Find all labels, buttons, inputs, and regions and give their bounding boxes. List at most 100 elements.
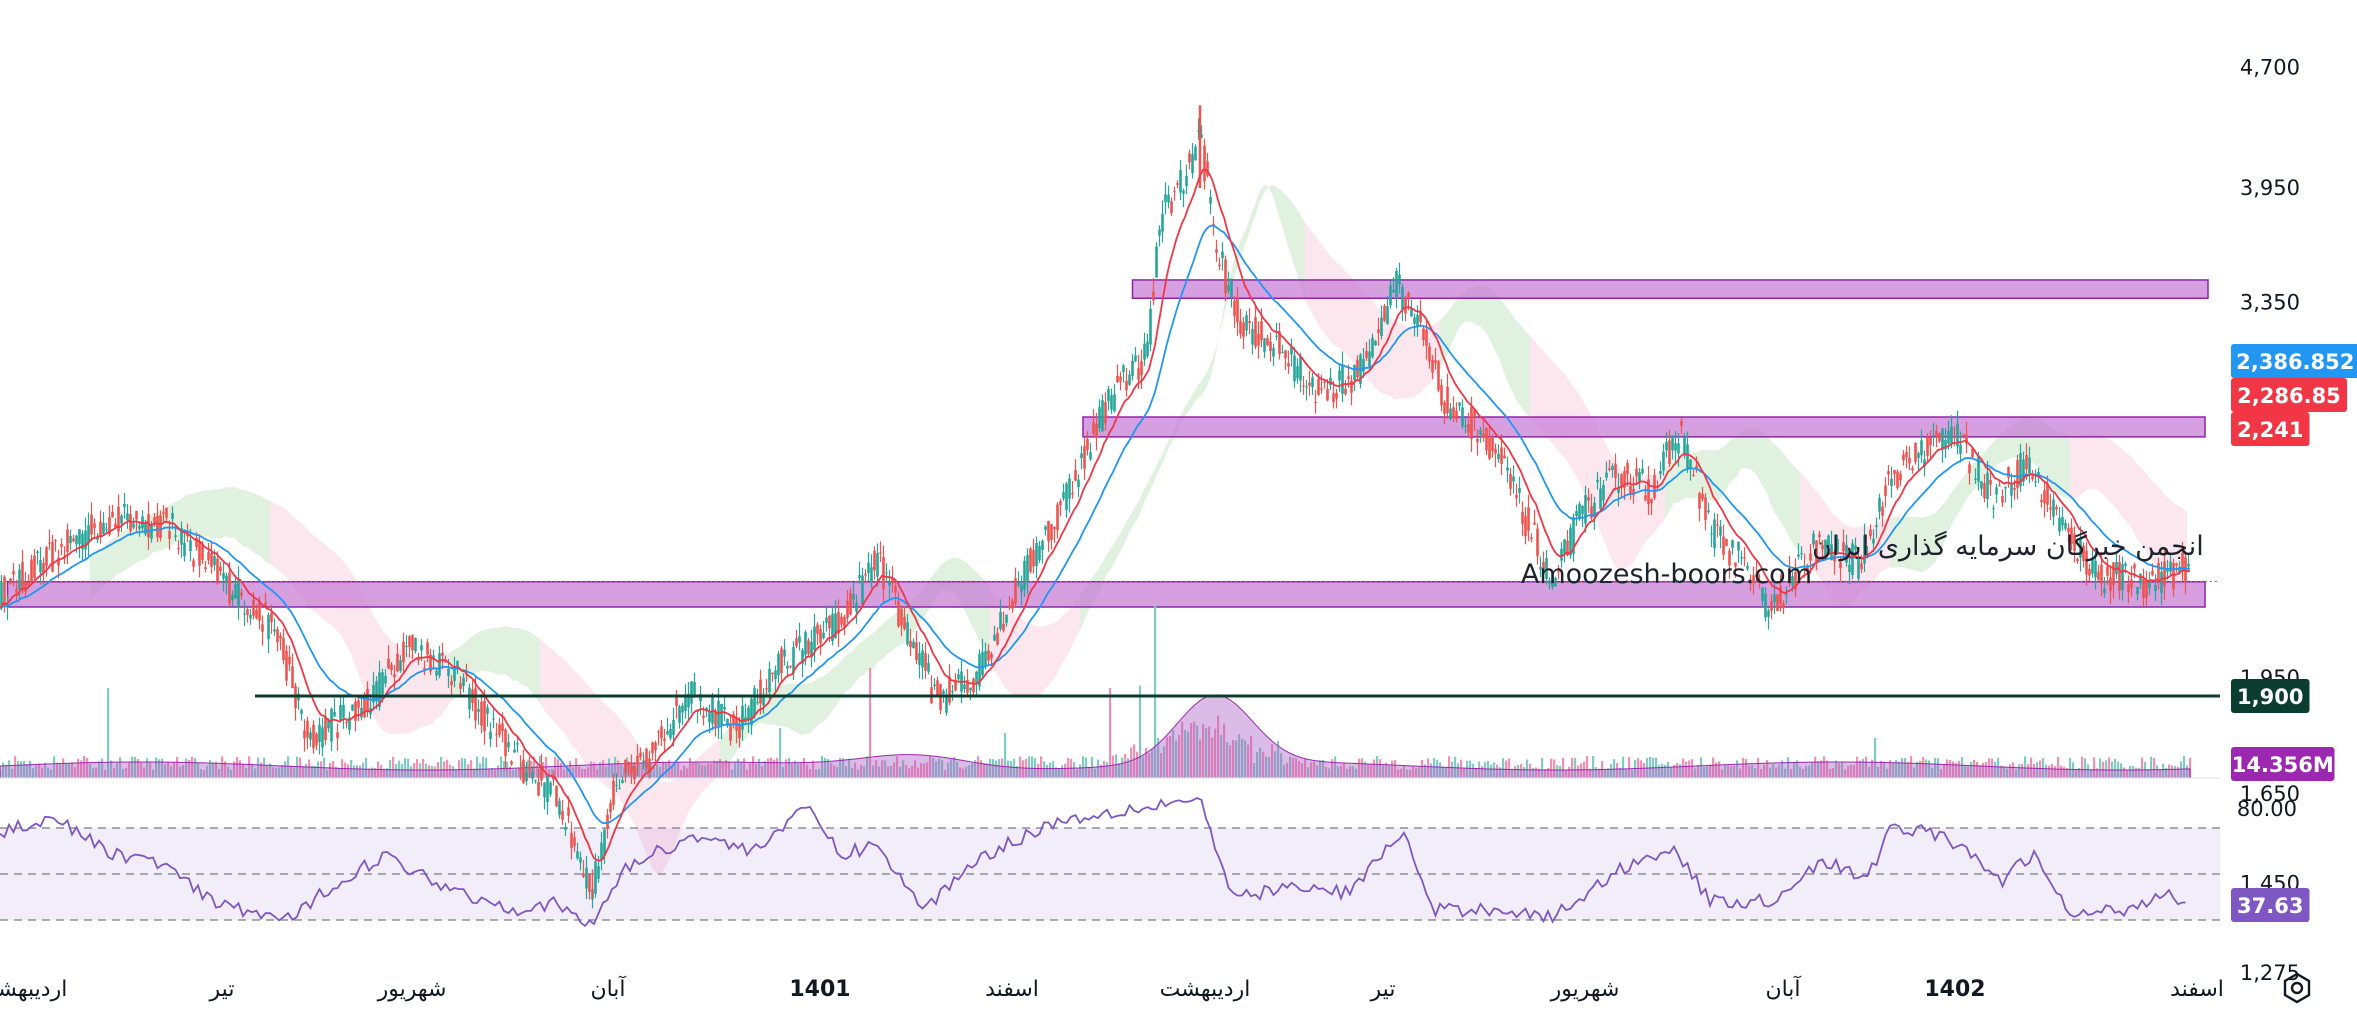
volume-ma-badge: 14.356M (2231, 747, 2335, 781)
volume-bar (1916, 761, 1919, 778)
candle-body (1335, 392, 1338, 399)
volume-bar (1763, 764, 1766, 778)
volume-bar (938, 758, 941, 778)
volume-bar (2015, 769, 2018, 778)
volume-bar (1208, 726, 1211, 778)
volume-bar (1514, 766, 1517, 778)
candle-body (1371, 337, 1374, 357)
volume-bar (1904, 758, 1907, 778)
candle-body (204, 567, 207, 570)
time-tick-2: شهریور (377, 977, 447, 1002)
volume-bar (269, 763, 272, 778)
volume-bar (194, 757, 197, 778)
candle-body (1854, 545, 1857, 550)
volume-bar (20, 761, 23, 778)
price-tick-0: 4,700 (2240, 55, 2300, 79)
candle-body (351, 704, 354, 711)
candle-body (1380, 317, 1383, 337)
volume-bar (2132, 766, 2135, 778)
chart-settings-icon[interactable] (2283, 972, 2311, 1004)
volume-bar (1970, 761, 1973, 778)
candle-body (1191, 154, 1194, 174)
candle-body (885, 572, 888, 574)
candle-body (345, 722, 348, 724)
volume-bar (2129, 765, 2132, 778)
volume-bar (1610, 764, 1613, 778)
candle-body (1089, 452, 1092, 460)
candle-body (627, 762, 630, 766)
volume-bar (140, 762, 143, 778)
candle-body (966, 680, 969, 693)
volume-bar (2075, 769, 2078, 778)
volume-bar (1676, 763, 1679, 778)
candle-body (780, 648, 783, 673)
volume-bar (806, 764, 809, 778)
candle-body (54, 540, 57, 542)
volume-bar (1694, 768, 1697, 778)
volume-bar (458, 760, 461, 778)
volume-bar (557, 759, 560, 778)
volume-bar (1130, 747, 1133, 778)
candle-body (1128, 374, 1131, 385)
cloud-segment (2025, 417, 2070, 499)
candle-body (1539, 567, 1542, 570)
volume-bar (1049, 762, 1052, 778)
candle-body (198, 541, 201, 566)
candle-body (354, 701, 357, 721)
candle-body (1716, 524, 1719, 526)
candle-body (1596, 480, 1599, 483)
candle-body (999, 611, 1002, 630)
volume-bar (1730, 766, 1733, 778)
candle-body (996, 632, 999, 645)
volume-bar (1580, 763, 1583, 778)
volume-bar (1412, 766, 1415, 778)
candle-body (555, 786, 558, 807)
volume-bar (392, 756, 395, 778)
candle-body (723, 707, 726, 710)
candle-body (1125, 380, 1128, 391)
candle-body (1410, 308, 1413, 317)
volume-bar (281, 765, 284, 778)
volume-bar (419, 763, 422, 778)
volume-bar (1757, 757, 1760, 778)
cloud-segment (1215, 189, 1260, 360)
volume-bar (278, 767, 281, 778)
candle-body (2016, 460, 2019, 488)
volume-bar (434, 766, 437, 778)
volume-bar (566, 766, 569, 778)
volume-bar (74, 767, 77, 778)
volume-bar (1523, 766, 1526, 778)
volume-bar (1682, 758, 1685, 778)
candle-body (78, 529, 81, 545)
volume-bar (224, 761, 227, 778)
candle-body (2082, 545, 2085, 561)
volume-bar (740, 761, 743, 778)
volume-bar (1238, 734, 1241, 778)
volume-bar (1589, 768, 1592, 778)
candle-body (2079, 538, 2082, 558)
candle-body (1440, 384, 1443, 406)
candle-body (132, 523, 135, 528)
candle-body (1155, 246, 1158, 278)
volume-bar (2039, 760, 2042, 778)
candle-body (1347, 376, 1350, 380)
candle-body (1764, 593, 1767, 618)
candle-body (105, 528, 108, 530)
volume-bar (689, 757, 692, 778)
volume-bar (2, 762, 5, 778)
candle-body (903, 616, 906, 630)
volume-bar (1406, 769, 1409, 778)
candle-body (39, 560, 42, 573)
candle-body (69, 535, 72, 544)
volume-bar (1370, 763, 1373, 778)
candle-body (945, 696, 948, 713)
volume-bar (1304, 758, 1307, 778)
candle-body (1893, 470, 1896, 474)
candle-body (1899, 473, 1902, 481)
volume-bar (656, 764, 659, 778)
volume-bar (389, 760, 392, 778)
volume-bar (386, 768, 389, 778)
candle-body (1218, 264, 1221, 267)
volume-bar (962, 768, 965, 778)
